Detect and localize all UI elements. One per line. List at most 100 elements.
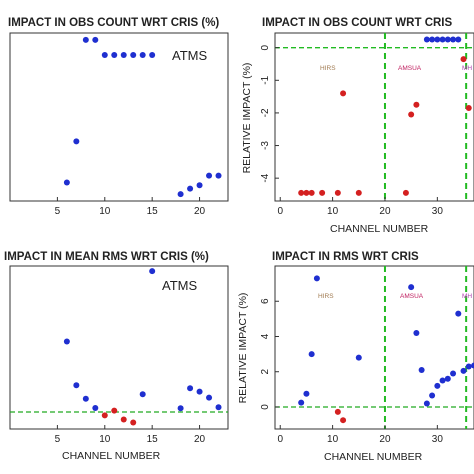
data-point (429, 392, 436, 399)
panel-4-y-ticks: 0 2 4 6 (260, 298, 279, 410)
data-point (196, 388, 203, 395)
data-point (460, 367, 467, 374)
panel-2-title: IMPACT IN OBS COUNT WRT CRIS (262, 17, 452, 29)
data-point (177, 405, 184, 412)
data-point (130, 51, 137, 58)
data-point (82, 395, 89, 402)
data-point (215, 404, 222, 411)
data-point (187, 185, 194, 192)
y-tick-label: -4 (260, 173, 271, 182)
data-point (139, 51, 146, 58)
data-point (334, 189, 341, 196)
panel-4-points (298, 275, 474, 424)
data-point (101, 51, 108, 58)
data-point (63, 338, 70, 345)
data-point (413, 101, 420, 108)
data-point (82, 36, 89, 43)
data-point (434, 382, 441, 389)
panel-3-x-ticks: 5 10 15 20 (55, 425, 206, 445)
panel-1-title: IMPACT IN OBS COUNT WRT CRIS (%) (8, 17, 219, 29)
x-tick-label: 0 (277, 206, 283, 217)
data-point (298, 399, 305, 406)
data-point (423, 400, 430, 407)
data-point (460, 56, 467, 63)
panel-2-x-label: CHANNEL NUMBER (330, 223, 429, 235)
data-point (355, 189, 362, 196)
panel-3-points (63, 268, 222, 426)
y-tick-label: 0 (260, 44, 271, 50)
data-point (455, 310, 462, 317)
data-point (206, 172, 213, 179)
x-tick-label: 10 (99, 206, 111, 217)
data-point (308, 351, 315, 358)
y-tick-label: -1 (260, 75, 271, 84)
data-point (298, 189, 305, 196)
data-point (303, 189, 310, 196)
x-tick-label: 20 (379, 206, 391, 217)
panel-4-x-ticks: 0 10 20 30 (277, 425, 443, 445)
data-point (471, 362, 474, 369)
x-tick-label: 10 (327, 206, 339, 217)
data-point (308, 189, 315, 196)
x-tick-label: 10 (327, 434, 339, 445)
data-point (439, 377, 446, 384)
data-point (340, 417, 347, 424)
data-point (429, 36, 436, 43)
data-point (130, 419, 137, 426)
x-tick-label: 15 (147, 206, 159, 217)
data-point (111, 51, 118, 58)
panel-4-region-hirs: HIRS (318, 293, 334, 300)
x-tick-label: 20 (194, 434, 206, 445)
panel-4-region-amsua: AMSUA (400, 293, 424, 300)
panel-2-points (298, 36, 472, 196)
x-tick-label: 30 (432, 206, 444, 217)
data-point (120, 51, 127, 58)
panel-mean-rms-atms: IMPACT IN MEAN RMS WRT CRIS (%) ATMS CHA… (4, 251, 229, 462)
panel-1-x-ticks: 5 10 15 20 (55, 197, 206, 217)
data-point (92, 36, 99, 43)
data-point (355, 354, 362, 361)
data-point (444, 36, 451, 43)
panel-4-x-label: CHANNEL NUMBER (324, 451, 423, 463)
panel-2-y-label: RELATIVE IMPACT (%) (241, 63, 253, 174)
y-tick-label: 2 (260, 369, 271, 375)
x-tick-label: 0 (277, 434, 283, 445)
panel-1-points (63, 36, 222, 198)
data-point (413, 329, 420, 336)
panel-2-y-ticks: 0 -1 -2 -3 -4 (260, 44, 279, 183)
panel-4-y-label: RELATIVE IMPACT (%) (237, 293, 249, 404)
data-point (418, 366, 425, 373)
panel-3-title: IMPACT IN MEAN RMS WRT CRIS (%) (4, 251, 209, 263)
data-point (139, 391, 146, 398)
x-tick-label: 15 (147, 434, 159, 445)
panel-2-region-hirs: HIRS (320, 65, 336, 72)
data-point (101, 412, 108, 419)
y-tick-label: -3 (260, 141, 271, 150)
y-tick-label: 0 (260, 404, 271, 410)
panel-4-frame (274, 265, 474, 430)
x-tick-label: 5 (55, 206, 61, 217)
data-point (450, 36, 457, 43)
data-point (465, 105, 472, 112)
panel-1-annotation: ATMS (172, 48, 207, 63)
panel-4-region-mhs: MH (462, 293, 472, 300)
y-tick-label: 6 (260, 298, 271, 304)
data-point (455, 36, 462, 43)
data-point (187, 385, 194, 392)
panel-3-annotation: ATMS (162, 278, 197, 293)
panel-3-x-label: CHANNEL NUMBER (62, 450, 161, 462)
panel-1-frame (9, 32, 229, 202)
x-tick-label: 5 (55, 434, 61, 445)
data-point (149, 51, 156, 58)
panel-4-title: IMPACT IN RMS WRT CRIS (272, 251, 419, 263)
x-tick-label: 30 (432, 434, 444, 445)
panel-obs-count-atms: IMPACT IN OBS COUNT WRT CRIS (%) ATMS 5 1… (8, 17, 229, 217)
panel-rms-relative: IMPACT IN RMS WRT CRIS HIRS AMSUA MH REL… (237, 251, 474, 463)
data-point (465, 363, 472, 370)
y-tick-label: 4 (260, 333, 271, 339)
panel-2-frame (274, 32, 474, 202)
x-tick-label: 20 (194, 206, 206, 217)
data-point (313, 275, 320, 282)
data-point (177, 191, 184, 198)
